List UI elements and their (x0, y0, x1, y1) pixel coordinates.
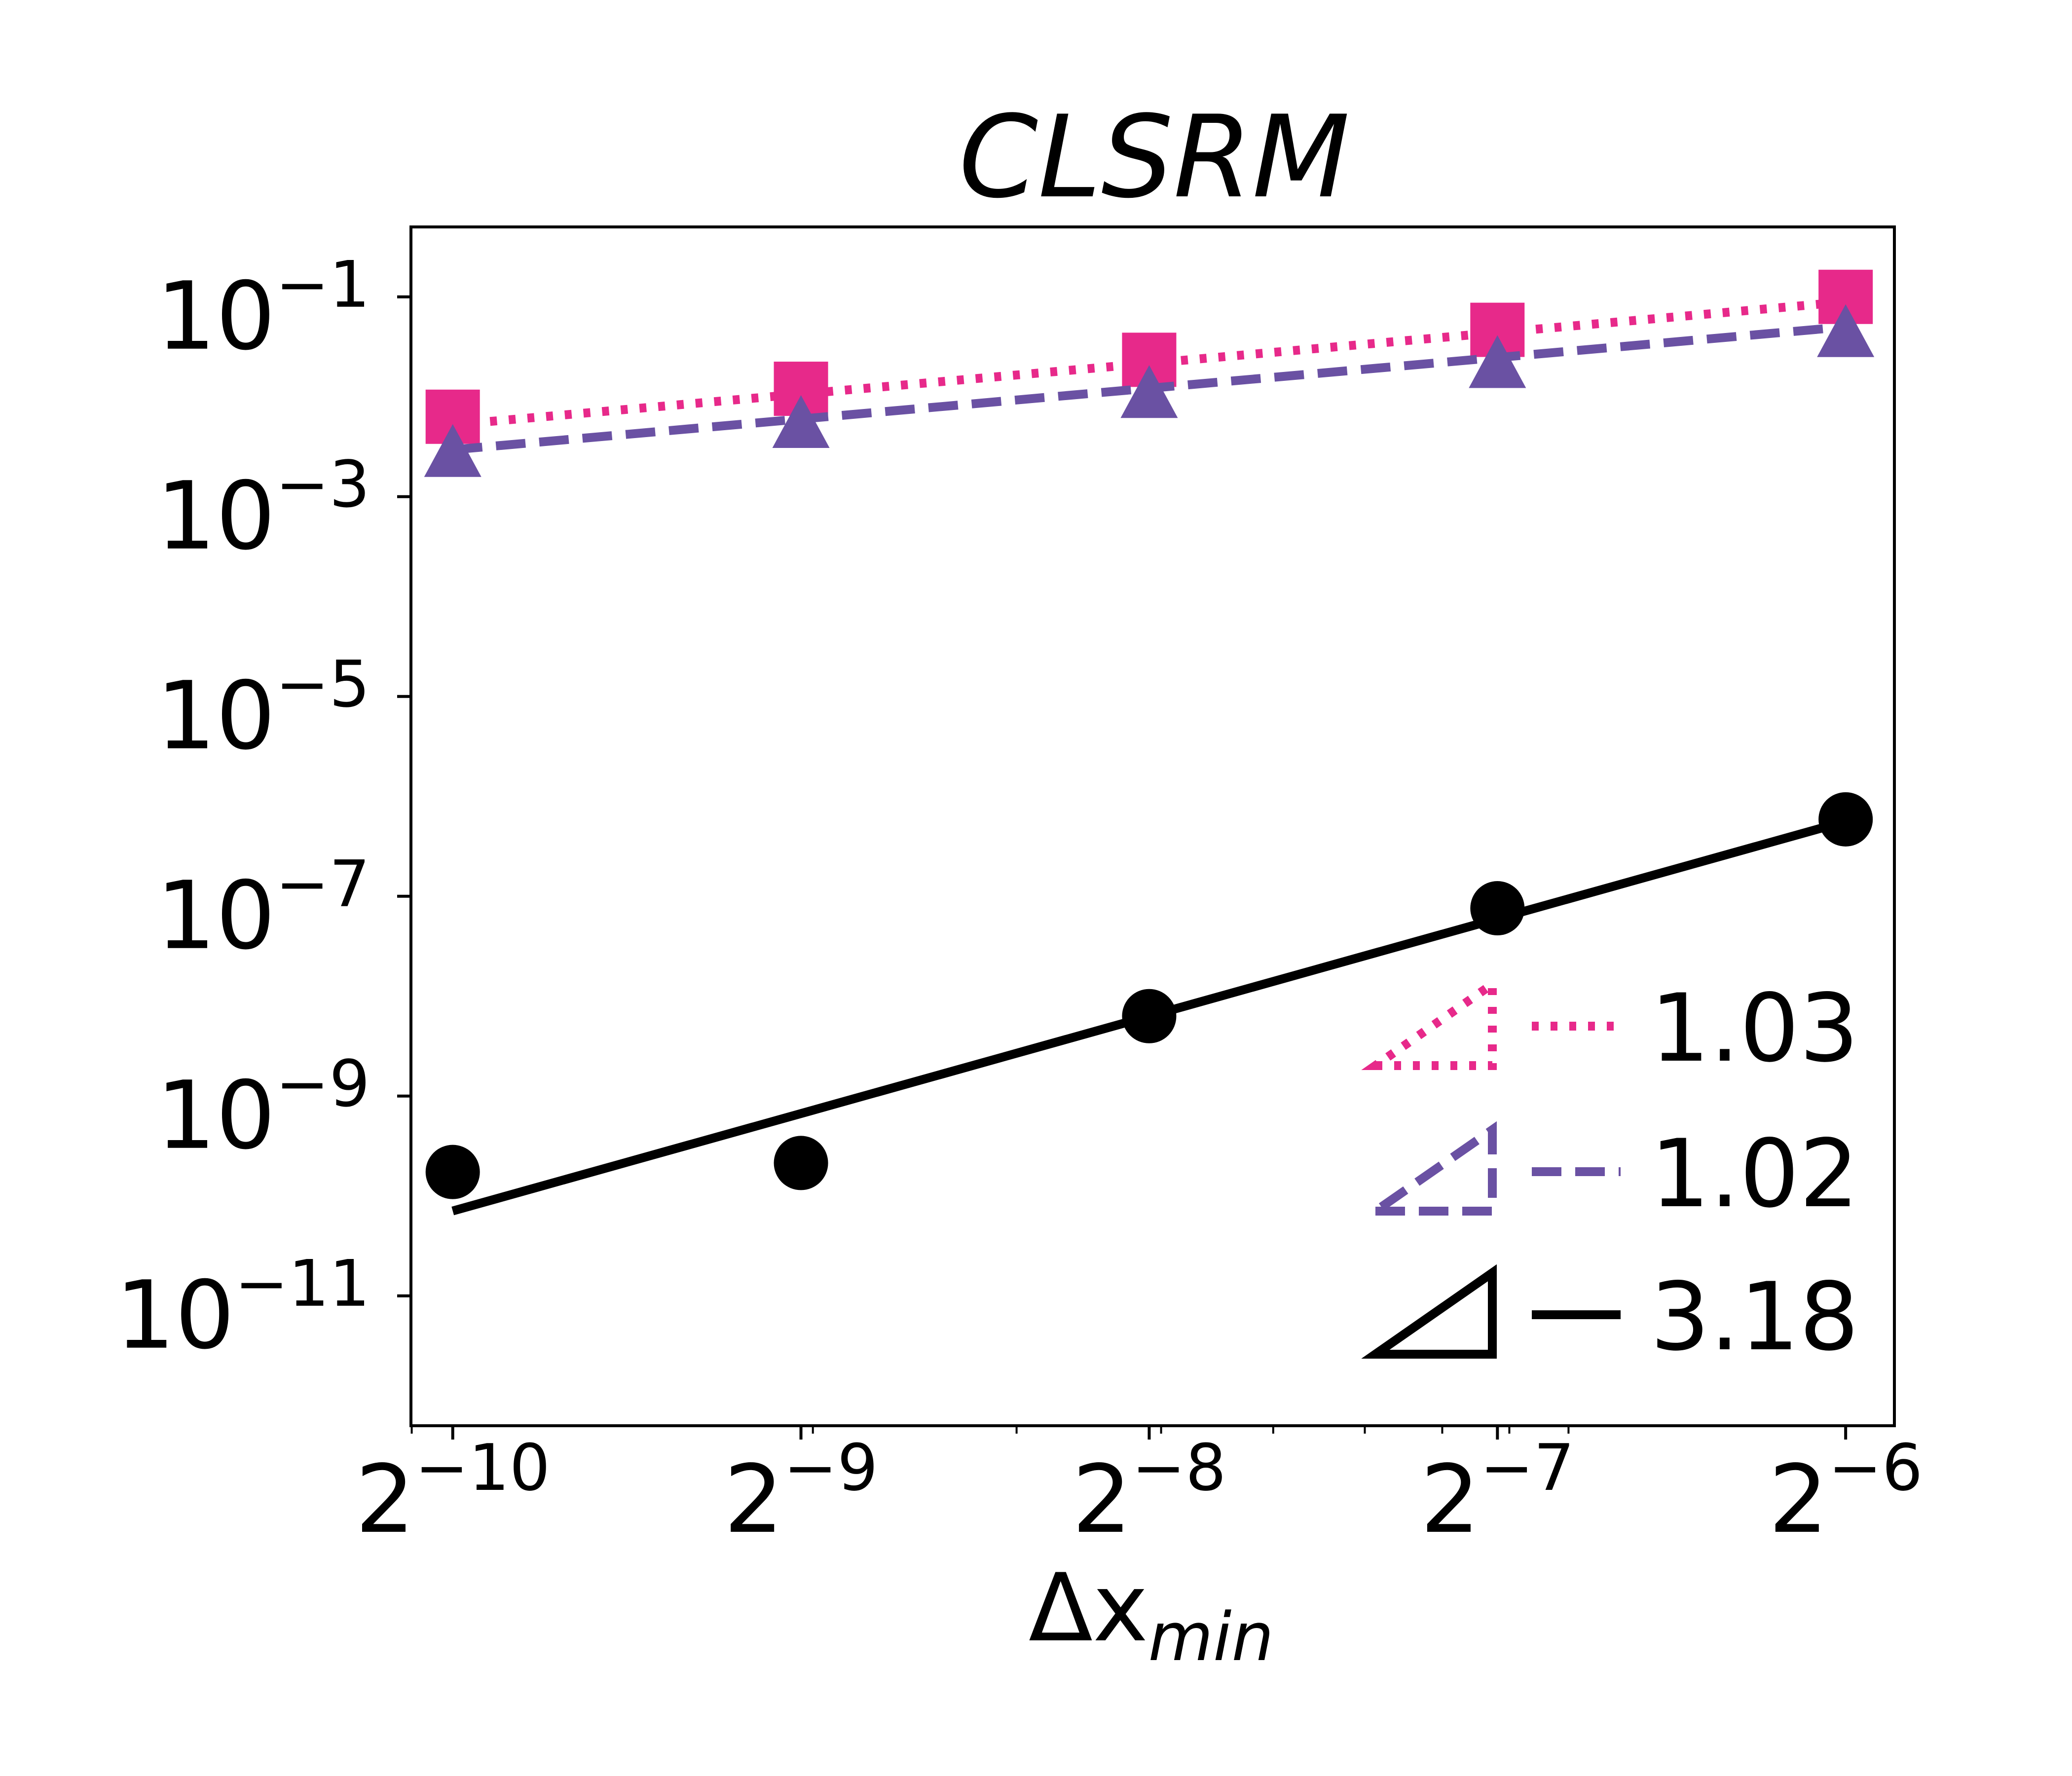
x-tick-base: 2 (724, 1445, 783, 1554)
axes-frame (409, 225, 1896, 1427)
data-point-circle (774, 1136, 828, 1190)
plot-area (424, 269, 1875, 1216)
y-axis-ticks: 10−110−310−510−710−910−11 (115, 247, 411, 1370)
x-tick-exponent: −8 (1132, 1430, 1226, 1505)
legend: 1.03 1.02 3.18 (1361, 974, 1859, 1371)
legend-slope-triangle-circle (1361, 1264, 1497, 1359)
data-point-triangle (1120, 365, 1178, 418)
data-point-triangle (1817, 304, 1875, 357)
series-circle (425, 792, 1873, 1216)
x-tick-label: 2−8 (1072, 1430, 1226, 1554)
y-tick-label: 10−7 (156, 847, 370, 970)
data-point-circle (1122, 989, 1177, 1043)
data-point-circle (1818, 792, 1873, 847)
x-tick-exponent: −6 (1828, 1430, 1923, 1505)
y-tick-base: 10 (156, 462, 276, 571)
x-tick-base: 2 (355, 1445, 415, 1554)
data-point-circle (425, 1145, 480, 1199)
series-triangle (424, 304, 1875, 477)
legend-slope-value: 1.02 (1650, 1119, 1859, 1228)
y-tick-exponent: −3 (275, 447, 370, 522)
chart-title: CLSRM (959, 92, 1350, 223)
y-tick-exponent: −1 (275, 247, 370, 322)
y-tick-base: 10 (156, 662, 276, 771)
x-tick-base: 2 (1769, 1445, 1828, 1554)
x-tick-exponent: −7 (1480, 1430, 1575, 1505)
y-tick-exponent: −7 (275, 847, 370, 922)
y-tick-base: 10 (115, 1261, 235, 1370)
legend-slope-triangle-square (1361, 975, 1497, 1070)
data-point-triangle (424, 424, 481, 477)
y-tick-label: 10−9 (156, 1046, 370, 1170)
data-point-triangle (1469, 335, 1526, 388)
x-tick-label: 2−7 (1420, 1430, 1575, 1554)
x-tick-exponent: −10 (415, 1430, 550, 1505)
x-tick-exponent: −9 (783, 1430, 878, 1505)
x-axis-label: Δxmin (1029, 1554, 1274, 1676)
y-tick-base: 10 (156, 1061, 276, 1170)
y-tick-label: 10−5 (156, 647, 370, 771)
legend-slope-value: 3.18 (1650, 1262, 1859, 1371)
x-tick-label: 2−9 (724, 1430, 878, 1554)
legend-slope-triangle-triangle (1361, 1121, 1497, 1216)
data-point-triangle (772, 395, 830, 448)
x-tick-label: 2−10 (355, 1430, 550, 1554)
x-tick-label: 2−6 (1769, 1430, 1923, 1554)
x-axis-label-main: Δx (1029, 1554, 1148, 1663)
data-point-circle (1470, 881, 1525, 936)
y-tick-label: 10−1 (156, 247, 370, 371)
y-tick-base: 10 (156, 861, 276, 970)
y-tick-exponent: −11 (235, 1246, 370, 1321)
x-axis-ticks: 2−10 2−9 2−8 2−7 2−6 (355, 1426, 1923, 1554)
legend-slope-value: 1.03 (1650, 974, 1859, 1083)
y-tick-label: 10−3 (156, 447, 370, 571)
y-tick-exponent: −5 (275, 647, 370, 722)
y-tick-exponent: −9 (275, 1046, 370, 1121)
x-axis-label-subscript: min (1148, 1598, 1274, 1676)
x-tick-base: 2 (1420, 1445, 1480, 1554)
y-tick-label: 10−11 (115, 1246, 370, 1370)
y-tick-base: 10 (156, 262, 276, 371)
x-tick-base: 2 (1072, 1445, 1132, 1554)
